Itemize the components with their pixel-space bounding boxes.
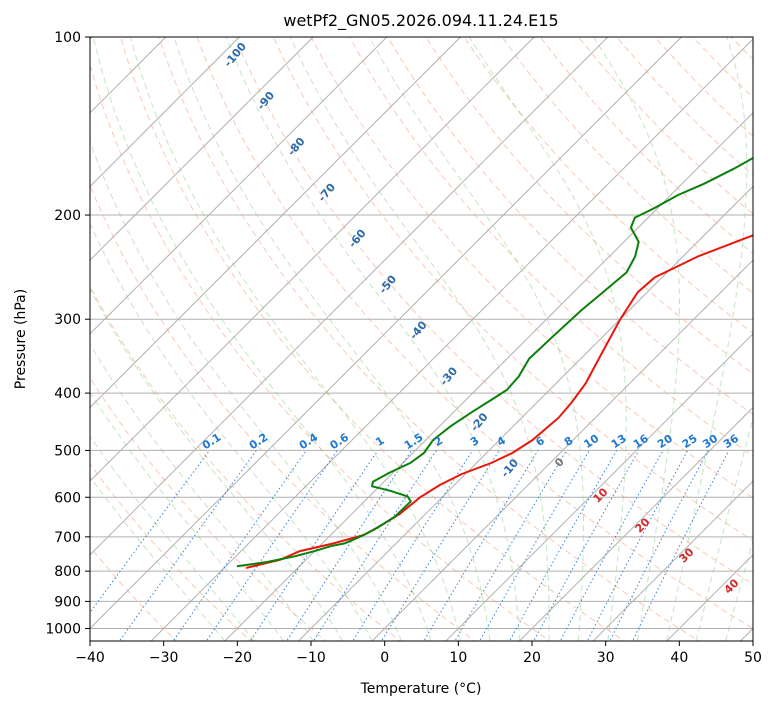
mixing-ratio-line — [381, 450, 500, 641]
y-tick-label: 300 — [54, 312, 81, 328]
profile-series — [236, 156, 753, 569]
mixing-ratio-line — [423, 450, 539, 641]
chart-title: wetPf2_GN05.2026.094.11.24.E15 — [283, 11, 558, 31]
isotherm--60 — [90, 37, 535, 482]
isotherm--70 — [90, 37, 462, 409]
background-lines — [90, 37, 753, 641]
mixing-ratio-line — [586, 450, 689, 641]
moist-adiabat — [289, 37, 550, 641]
x-tick-label: 50 — [744, 650, 762, 666]
y-tick-label: 400 — [54, 386, 81, 402]
dry-adiabat — [90, 285, 402, 641]
mixing-ratio-line — [559, 450, 664, 641]
mixing-ratio-line — [118, 450, 257, 641]
moist-adiabat — [90, 342, 314, 641]
isotherm-10 — [445, 333, 753, 641]
y-axis: 1000 900 800 700 600 500 400 300 200 100 — [45, 30, 90, 637]
x-tick-label: −30 — [149, 650, 179, 666]
dewpoint-line — [236, 156, 753, 568]
moist-adiabat — [90, 391, 285, 641]
isotherm--10 — [297, 185, 753, 641]
plot-background — [90, 37, 753, 641]
x-tick-label: 10 — [449, 650, 467, 666]
y-axis-label: Pressure (hPa) — [13, 289, 29, 389]
mixing-ratio-line — [286, 450, 413, 641]
y-tick-label: 900 — [54, 594, 81, 610]
isotherm--50 — [90, 37, 609, 556]
moist-adiabat — [695, 416, 753, 641]
x-tick-label: −40 — [75, 650, 105, 666]
mixing-ratio-line — [454, 450, 568, 641]
x-tick-label: 20 — [523, 650, 541, 666]
dry-adiabat — [90, 376, 327, 641]
y-tick-label: 1000 — [45, 621, 81, 637]
dry-adiabat — [90, 63, 551, 641]
mixing-ratio-line — [90, 450, 211, 614]
y-tick-label: 200 — [54, 208, 81, 224]
moist-adiabat — [593, 37, 680, 641]
mixing-ratio-line — [172, 450, 307, 641]
x-axis-label: Temperature (°C) — [360, 681, 482, 697]
moist-adiabat — [90, 222, 373, 641]
moist-adiabat — [129, 37, 461, 641]
moist-adiabat — [369, 37, 584, 641]
moist-adiabat — [725, 539, 753, 641]
dry-adiabat — [501, 37, 753, 294]
moist-adiabat — [90, 139, 403, 641]
moist-adiabat — [666, 37, 748, 641]
isotherm--80 — [90, 37, 388, 335]
moist-adiabat — [173, 37, 491, 641]
moist-adiabat — [92, 37, 432, 641]
moist-adiabat — [90, 435, 255, 641]
isotherm-40 — [666, 554, 753, 641]
y-tick-label: 600 — [54, 490, 81, 506]
moist-adiabat — [90, 287, 344, 641]
moist-adiabat — [225, 37, 520, 641]
x-tick-label: −10 — [296, 650, 326, 666]
dry-adiabat — [120, 37, 626, 641]
x-tick-label: −20 — [223, 650, 253, 666]
mixing-ratio-line — [205, 450, 338, 641]
mixing-ratio-line — [312, 450, 437, 641]
dry-adiabat — [90, 463, 252, 641]
dry-adiabat — [196, 37, 753, 630]
isotherm-20 — [518, 406, 753, 641]
moist-adiabat — [90, 476, 226, 641]
x-tick-label: 30 — [597, 650, 615, 666]
y-tick-label: 100 — [54, 30, 81, 46]
x-tick-label: 0 — [380, 650, 389, 666]
x-tick-label: 40 — [670, 650, 688, 666]
y-tick-label: 700 — [54, 530, 81, 546]
mixing-ratio-line — [609, 450, 709, 641]
dry-adiabat — [90, 184, 476, 641]
moist-adiabat — [468, 37, 627, 641]
x-axis: −40 −30 −20 −10 0 10 20 30 40 50 — [75, 641, 762, 666]
y-tick-label: 500 — [54, 443, 81, 459]
mixing-ratio-line — [352, 450, 474, 641]
y-tick-label: 800 — [54, 564, 81, 580]
mixing-ratio-line — [533, 450, 640, 641]
plot-frame — [89, 36, 754, 642]
isotherm--40 — [90, 37, 683, 630]
mixing-ratio-line — [249, 450, 379, 641]
isotherm-30 — [592, 480, 753, 641]
